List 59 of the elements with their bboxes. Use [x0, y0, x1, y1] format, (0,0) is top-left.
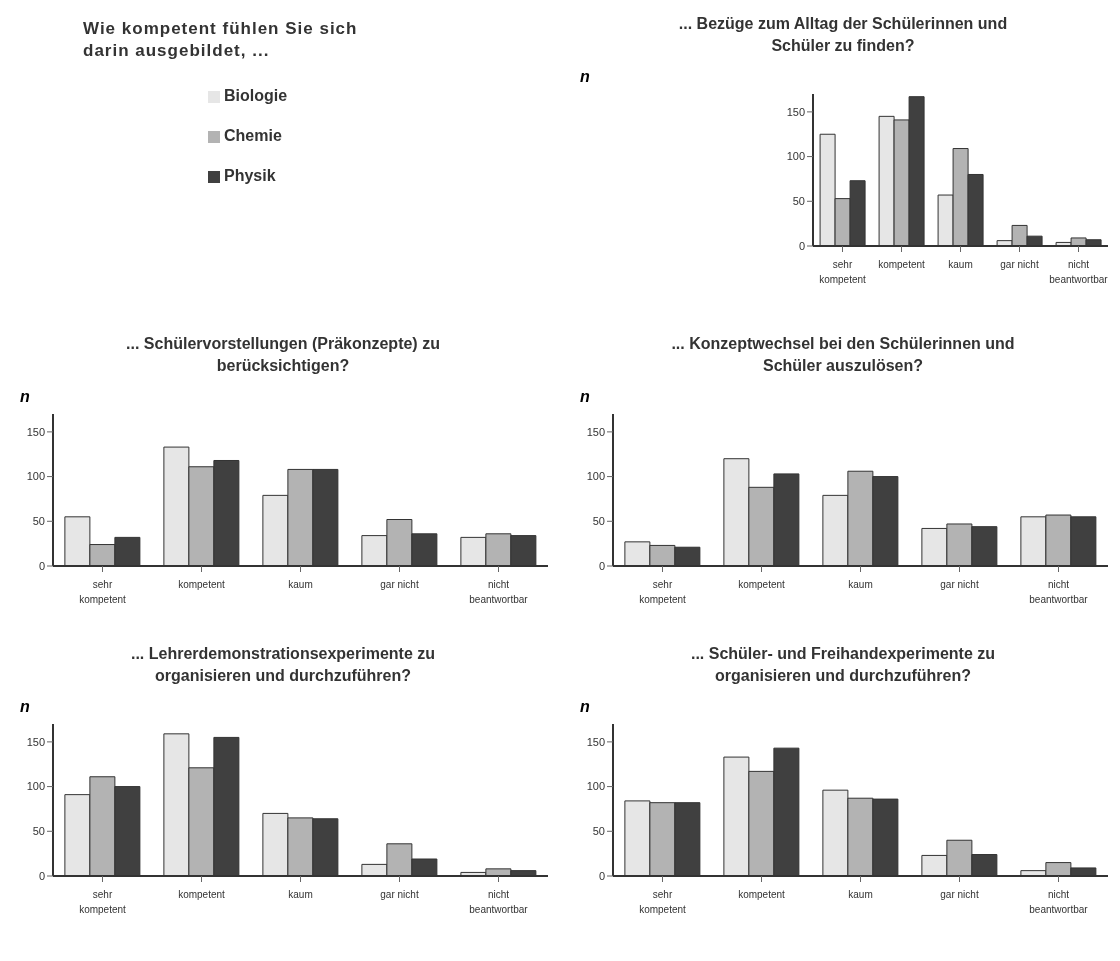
legend-label: Biologie: [224, 87, 288, 105]
x-tick-label: kaum: [848, 579, 873, 591]
y-tick-label: 0: [598, 870, 605, 883]
y-tick-label: 0: [798, 240, 805, 253]
x-tick-label: kaum: [848, 889, 873, 901]
x-tick-label: nicht beantwortbar: [469, 579, 529, 606]
y-axis-title: n: [20, 698, 31, 717]
y-tick-label: 50: [32, 825, 45, 838]
legend-label: Physik: [224, 167, 276, 185]
y-tick-label: 50: [592, 825, 605, 838]
chart-title: ... Lehrerdemonstrationsexperimente zu organisieren und durchzuführen?: [129, 644, 437, 686]
y-tick-label: 150: [586, 425, 605, 438]
legend-label: Chemie: [224, 127, 282, 145]
y-tick-label: 0: [598, 560, 605, 573]
y-tick-label: 0: [38, 870, 45, 883]
chart-title: ... Konzeptwechsel bei den Schülerinnen und Schüler auszulösen?: [670, 334, 1016, 376]
x-tick-label: gar nicht: [940, 579, 979, 591]
x-tick-label: gar nicht: [380, 889, 419, 901]
y-tick-label: 150: [26, 425, 45, 438]
y-tick-label: 0: [38, 560, 45, 573]
y-tick-label: 100: [786, 150, 805, 163]
y-axis-title: n: [580, 388, 591, 407]
x-tick-label: kaum: [948, 259, 973, 271]
x-tick-label: sehr kompetent: [639, 579, 687, 606]
x-tick-label: gar nicht: [1000, 259, 1039, 271]
x-tick-label: kompetent: [178, 579, 226, 591]
x-tick-label: kaum: [288, 889, 313, 901]
x-tick-label: sehr kompetent: [639, 889, 687, 916]
y-tick-label: 100: [586, 780, 605, 793]
x-tick-label: gar nicht: [940, 889, 979, 901]
x-tick-label: kompetent: [178, 889, 226, 901]
x-tick-label: sehr kompetent: [79, 889, 127, 916]
y-tick-label: 150: [586, 735, 605, 748]
y-tick-label: 150: [26, 735, 45, 748]
y-axis-title: n: [580, 698, 591, 717]
chart-title: ... Bezüge zum Alltag der Schülerinnen und Schüler zu finden?: [677, 14, 1009, 56]
text: Wie kompetent fühlen Sie sich darin ausgebildet, ...: [83, 18, 359, 63]
x-tick-label: sehr kompetent: [819, 259, 867, 286]
y-tick-label: 100: [586, 470, 605, 483]
x-tick-label: sehr kompetent: [79, 579, 127, 606]
y-tick-label: 100: [26, 470, 45, 483]
y-axis-title: n: [580, 68, 591, 87]
x-tick-label: nicht beantwortbar: [1029, 579, 1089, 606]
y-tick-label: 100: [26, 780, 45, 793]
y-tick-label: 150: [786, 105, 805, 118]
y-tick-label: 50: [592, 515, 605, 528]
x-tick-label: nicht beantwortbar: [1049, 259, 1109, 286]
chart-title: ... Schüler- und Freihandexperimente zu organisieren und durchzuführen?: [689, 644, 997, 686]
x-tick-label: kompetent: [738, 579, 786, 591]
x-tick-label: kaum: [288, 579, 313, 591]
x-tick-label: gar nicht: [380, 579, 419, 591]
x-tick-label: nicht beantwortbar: [1029, 889, 1089, 916]
x-tick-label: nicht beantwortbar: [469, 889, 529, 916]
y-tick-label: 50: [32, 515, 45, 528]
x-tick-label: kompetent: [878, 259, 926, 271]
y-tick-label: 50: [792, 195, 805, 208]
y-axis-title: n: [20, 388, 31, 407]
chart-title: ... Schülervorstellungen (Präkonzepte) zu berücksichtigen?: [125, 334, 441, 376]
x-tick-label: kompetent: [738, 889, 786, 901]
